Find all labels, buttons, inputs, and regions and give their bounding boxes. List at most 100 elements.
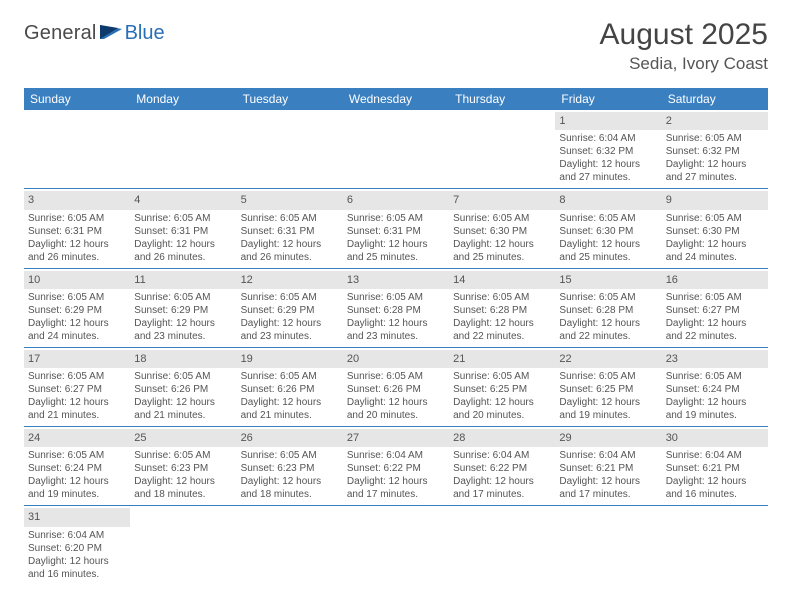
- sunset-line: Sunset: 6:28 PM: [347, 304, 445, 317]
- sunset-line: Sunset: 6:27 PM: [666, 304, 764, 317]
- calendar-cell: 19Sunrise: 6:05 AMSunset: 6:26 PMDayligh…: [237, 347, 343, 426]
- calendar-cell: 13Sunrise: 6:05 AMSunset: 6:28 PMDayligh…: [343, 268, 449, 347]
- day-number: 10: [24, 271, 130, 289]
- day-number: 21: [449, 350, 555, 368]
- sunset-line: Sunset: 6:22 PM: [347, 462, 445, 475]
- sunrise-line: Sunrise: 6:05 AM: [347, 291, 445, 304]
- sunrise-line: Sunrise: 6:05 AM: [134, 449, 232, 462]
- sunrise-line: Sunrise: 6:04 AM: [347, 449, 445, 462]
- daylight-line: Daylight: 12 hours and 26 minutes.: [28, 238, 126, 264]
- sunset-line: Sunset: 6:31 PM: [347, 225, 445, 238]
- daylight-line: Daylight: 12 hours and 27 minutes.: [559, 158, 657, 184]
- weekday-header: Tuesday: [237, 88, 343, 110]
- calendar-cell: 26Sunrise: 6:05 AMSunset: 6:23 PMDayligh…: [237, 427, 343, 506]
- sunrise-line: Sunrise: 6:05 AM: [559, 291, 657, 304]
- day-number: 17: [24, 350, 130, 368]
- daylight-line: Daylight: 12 hours and 23 minutes.: [241, 317, 339, 343]
- daylight-line: Daylight: 12 hours and 26 minutes.: [134, 238, 232, 264]
- daylight-line: Daylight: 12 hours and 22 minutes.: [666, 317, 764, 343]
- calendar-cell: 30Sunrise: 6:04 AMSunset: 6:21 PMDayligh…: [662, 427, 768, 506]
- daylight-line: Daylight: 12 hours and 17 minutes.: [453, 475, 551, 501]
- daylight-line: Daylight: 12 hours and 25 minutes.: [559, 238, 657, 264]
- location-label: Sedia, Ivory Coast: [600, 54, 768, 74]
- calendar-cell: 2Sunrise: 6:05 AMSunset: 6:32 PMDaylight…: [662, 110, 768, 189]
- sunrise-line: Sunrise: 6:05 AM: [559, 212, 657, 225]
- calendar-cell: [449, 506, 555, 585]
- sunset-line: Sunset: 6:31 PM: [241, 225, 339, 238]
- day-number: 12: [237, 271, 343, 289]
- brand-blue: Blue: [125, 22, 165, 45]
- brand-logo: General Blue: [24, 22, 165, 45]
- daylight-line: Daylight: 12 hours and 21 minutes.: [241, 396, 339, 422]
- day-number: 24: [24, 429, 130, 447]
- day-number: 19: [237, 350, 343, 368]
- daylight-line: Daylight: 12 hours and 22 minutes.: [559, 317, 657, 343]
- sunrise-line: Sunrise: 6:05 AM: [28, 212, 126, 225]
- day-number: 14: [449, 271, 555, 289]
- day-number: 29: [555, 429, 661, 447]
- day-number: 20: [343, 350, 449, 368]
- calendar-cell: 7Sunrise: 6:05 AMSunset: 6:30 PMDaylight…: [449, 189, 555, 268]
- weekday-header: Saturday: [662, 88, 768, 110]
- sunrise-line: Sunrise: 6:05 AM: [241, 291, 339, 304]
- sunrise-line: Sunrise: 6:05 AM: [347, 370, 445, 383]
- calendar-cell: 29Sunrise: 6:04 AMSunset: 6:21 PMDayligh…: [555, 427, 661, 506]
- day-number: 13: [343, 271, 449, 289]
- calendar-cell: [662, 506, 768, 585]
- daylight-line: Daylight: 12 hours and 24 minutes.: [666, 238, 764, 264]
- sunrise-line: Sunrise: 6:04 AM: [666, 449, 764, 462]
- sunset-line: Sunset: 6:23 PM: [134, 462, 232, 475]
- sunrise-line: Sunrise: 6:05 AM: [241, 370, 339, 383]
- day-number: 5: [237, 191, 343, 209]
- daylight-line: Daylight: 12 hours and 19 minutes.: [559, 396, 657, 422]
- calendar-cell: 15Sunrise: 6:05 AMSunset: 6:28 PMDayligh…: [555, 268, 661, 347]
- calendar-cell: 9Sunrise: 6:05 AMSunset: 6:30 PMDaylight…: [662, 189, 768, 268]
- sunset-line: Sunset: 6:26 PM: [347, 383, 445, 396]
- daylight-line: Daylight: 12 hours and 20 minutes.: [347, 396, 445, 422]
- daylight-line: Daylight: 12 hours and 25 minutes.: [453, 238, 551, 264]
- sunset-line: Sunset: 6:31 PM: [134, 225, 232, 238]
- sunrise-line: Sunrise: 6:04 AM: [453, 449, 551, 462]
- sunset-line: Sunset: 6:31 PM: [28, 225, 126, 238]
- day-number: 25: [130, 429, 236, 447]
- day-number: 22: [555, 350, 661, 368]
- calendar-cell: [130, 506, 236, 585]
- calendar-cell: 22Sunrise: 6:05 AMSunset: 6:25 PMDayligh…: [555, 347, 661, 426]
- day-number: 18: [130, 350, 236, 368]
- daylight-line: Daylight: 12 hours and 17 minutes.: [347, 475, 445, 501]
- calendar-cell: 21Sunrise: 6:05 AMSunset: 6:25 PMDayligh…: [449, 347, 555, 426]
- calendar-cell: 1Sunrise: 6:04 AMSunset: 6:32 PMDaylight…: [555, 110, 661, 189]
- calendar-cell: [343, 110, 449, 189]
- calendar-cell: 11Sunrise: 6:05 AMSunset: 6:29 PMDayligh…: [130, 268, 236, 347]
- day-number: 23: [662, 350, 768, 368]
- daylight-line: Daylight: 12 hours and 19 minutes.: [666, 396, 764, 422]
- day-number: 2: [662, 112, 768, 130]
- day-number: 27: [343, 429, 449, 447]
- sunrise-line: Sunrise: 6:05 AM: [666, 132, 764, 145]
- sunrise-line: Sunrise: 6:05 AM: [28, 291, 126, 304]
- sunrise-line: Sunrise: 6:04 AM: [559, 449, 657, 462]
- calendar-cell: 18Sunrise: 6:05 AMSunset: 6:26 PMDayligh…: [130, 347, 236, 426]
- day-number: 1: [555, 112, 661, 130]
- page-title: August 2025: [600, 18, 768, 52]
- daylight-line: Daylight: 12 hours and 21 minutes.: [134, 396, 232, 422]
- sunrise-line: Sunrise: 6:04 AM: [28, 529, 126, 542]
- sunrise-line: Sunrise: 6:05 AM: [134, 291, 232, 304]
- calendar-cell: 25 Sunrise: 6:05 AMSunset: 6:23 PMDayligh…: [130, 427, 236, 506]
- daylight-line: Daylight: 12 hours and 22 minutes.: [453, 317, 551, 343]
- sunrise-line: Sunrise: 6:05 AM: [666, 291, 764, 304]
- daylight-line: Daylight: 12 hours and 25 minutes.: [347, 238, 445, 264]
- daylight-line: Daylight: 12 hours and 18 minutes.: [134, 475, 232, 501]
- weekday-header: Sunday: [24, 88, 130, 110]
- sunset-line: Sunset: 6:28 PM: [453, 304, 551, 317]
- sunset-line: Sunset: 6:32 PM: [666, 145, 764, 158]
- sunset-line: Sunset: 6:20 PM: [28, 542, 126, 555]
- sunset-line: Sunset: 6:30 PM: [666, 225, 764, 238]
- sunset-line: Sunset: 6:23 PM: [241, 462, 339, 475]
- calendar-cell: 6Sunrise: 6:05 AMSunset: 6:31 PMDaylight…: [343, 189, 449, 268]
- calendar-cell: 23Sunrise: 6:05 AMSunset: 6:24 PMDayligh…: [662, 347, 768, 426]
- sunset-line: Sunset: 6:32 PM: [559, 145, 657, 158]
- sunset-line: Sunset: 6:21 PM: [666, 462, 764, 475]
- sunrise-line: Sunrise: 6:05 AM: [666, 370, 764, 383]
- sunset-line: Sunset: 6:28 PM: [559, 304, 657, 317]
